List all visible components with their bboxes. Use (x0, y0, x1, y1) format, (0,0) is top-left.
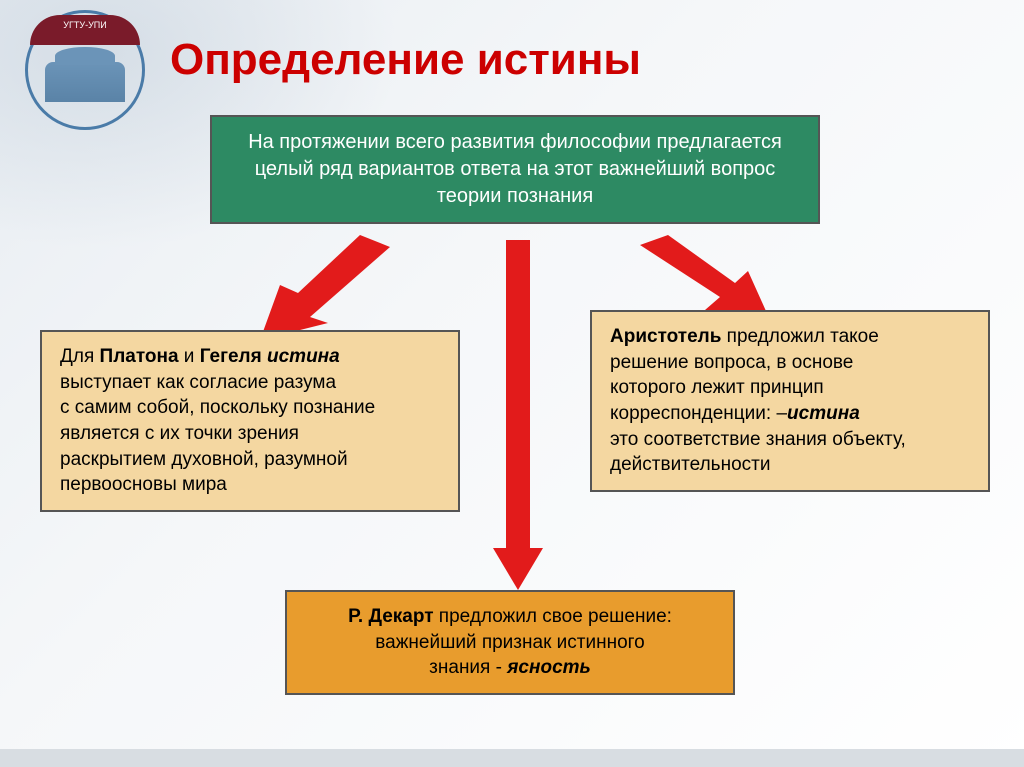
plato-line-2: с самим собой, поскольку познание (60, 395, 440, 421)
plato-box: Для Платона и Гегеля истинавыступает как… (40, 330, 460, 512)
descartes-line-0: Р. Декарт предложил свое решение: (305, 604, 715, 630)
arrow-center (498, 240, 538, 590)
plato-line-3: является с их точки зрения (60, 421, 440, 447)
aristotle-box: Аристотель предложил такоерешение вопрос… (590, 310, 990, 492)
plato-line-5: первоосновы мира (60, 472, 440, 498)
aristotle-line-3: корреспонденции: –истина (610, 401, 970, 427)
logo-text: УГТУ-УПИ (30, 15, 140, 45)
page-footer-bar (0, 749, 1024, 767)
intro-text: На протяжении всего развития философии п… (248, 131, 782, 207)
descartes-line-1: важнейший признак истинного (305, 630, 715, 656)
arrow-left-shape (260, 235, 390, 340)
aristotle-line-1: решение вопроса, в основе (610, 350, 970, 376)
university-logo: УГТУ-УПИ (25, 10, 145, 130)
aristotle-line-4: это соответствие знания объекту, (610, 427, 970, 453)
plato-line-4: раскрытием духовной, разумной (60, 447, 440, 473)
page-title: Определение истины (170, 35, 641, 85)
arrow-left (260, 235, 390, 340)
intro-box: На протяжении всего развития философии п… (210, 115, 820, 224)
aristotle-line-0: Аристотель предложил такое (610, 324, 970, 350)
arrow-center-shaft (506, 240, 530, 550)
arrow-center-head (493, 548, 543, 590)
plato-line-1: выступает как согласие разума (60, 370, 440, 396)
aristotle-line-2: которого лежит принцип (610, 375, 970, 401)
arrow-right-shape (640, 235, 770, 320)
aristotle-line-5: действительности (610, 452, 970, 478)
descartes-box: Р. Декарт предложил свое решение:важнейш… (285, 590, 735, 695)
plato-line-0: Для Платона и Гегеля истина (60, 344, 440, 370)
descartes-line-2: знания - ясность (305, 655, 715, 681)
arrow-right (640, 235, 770, 320)
